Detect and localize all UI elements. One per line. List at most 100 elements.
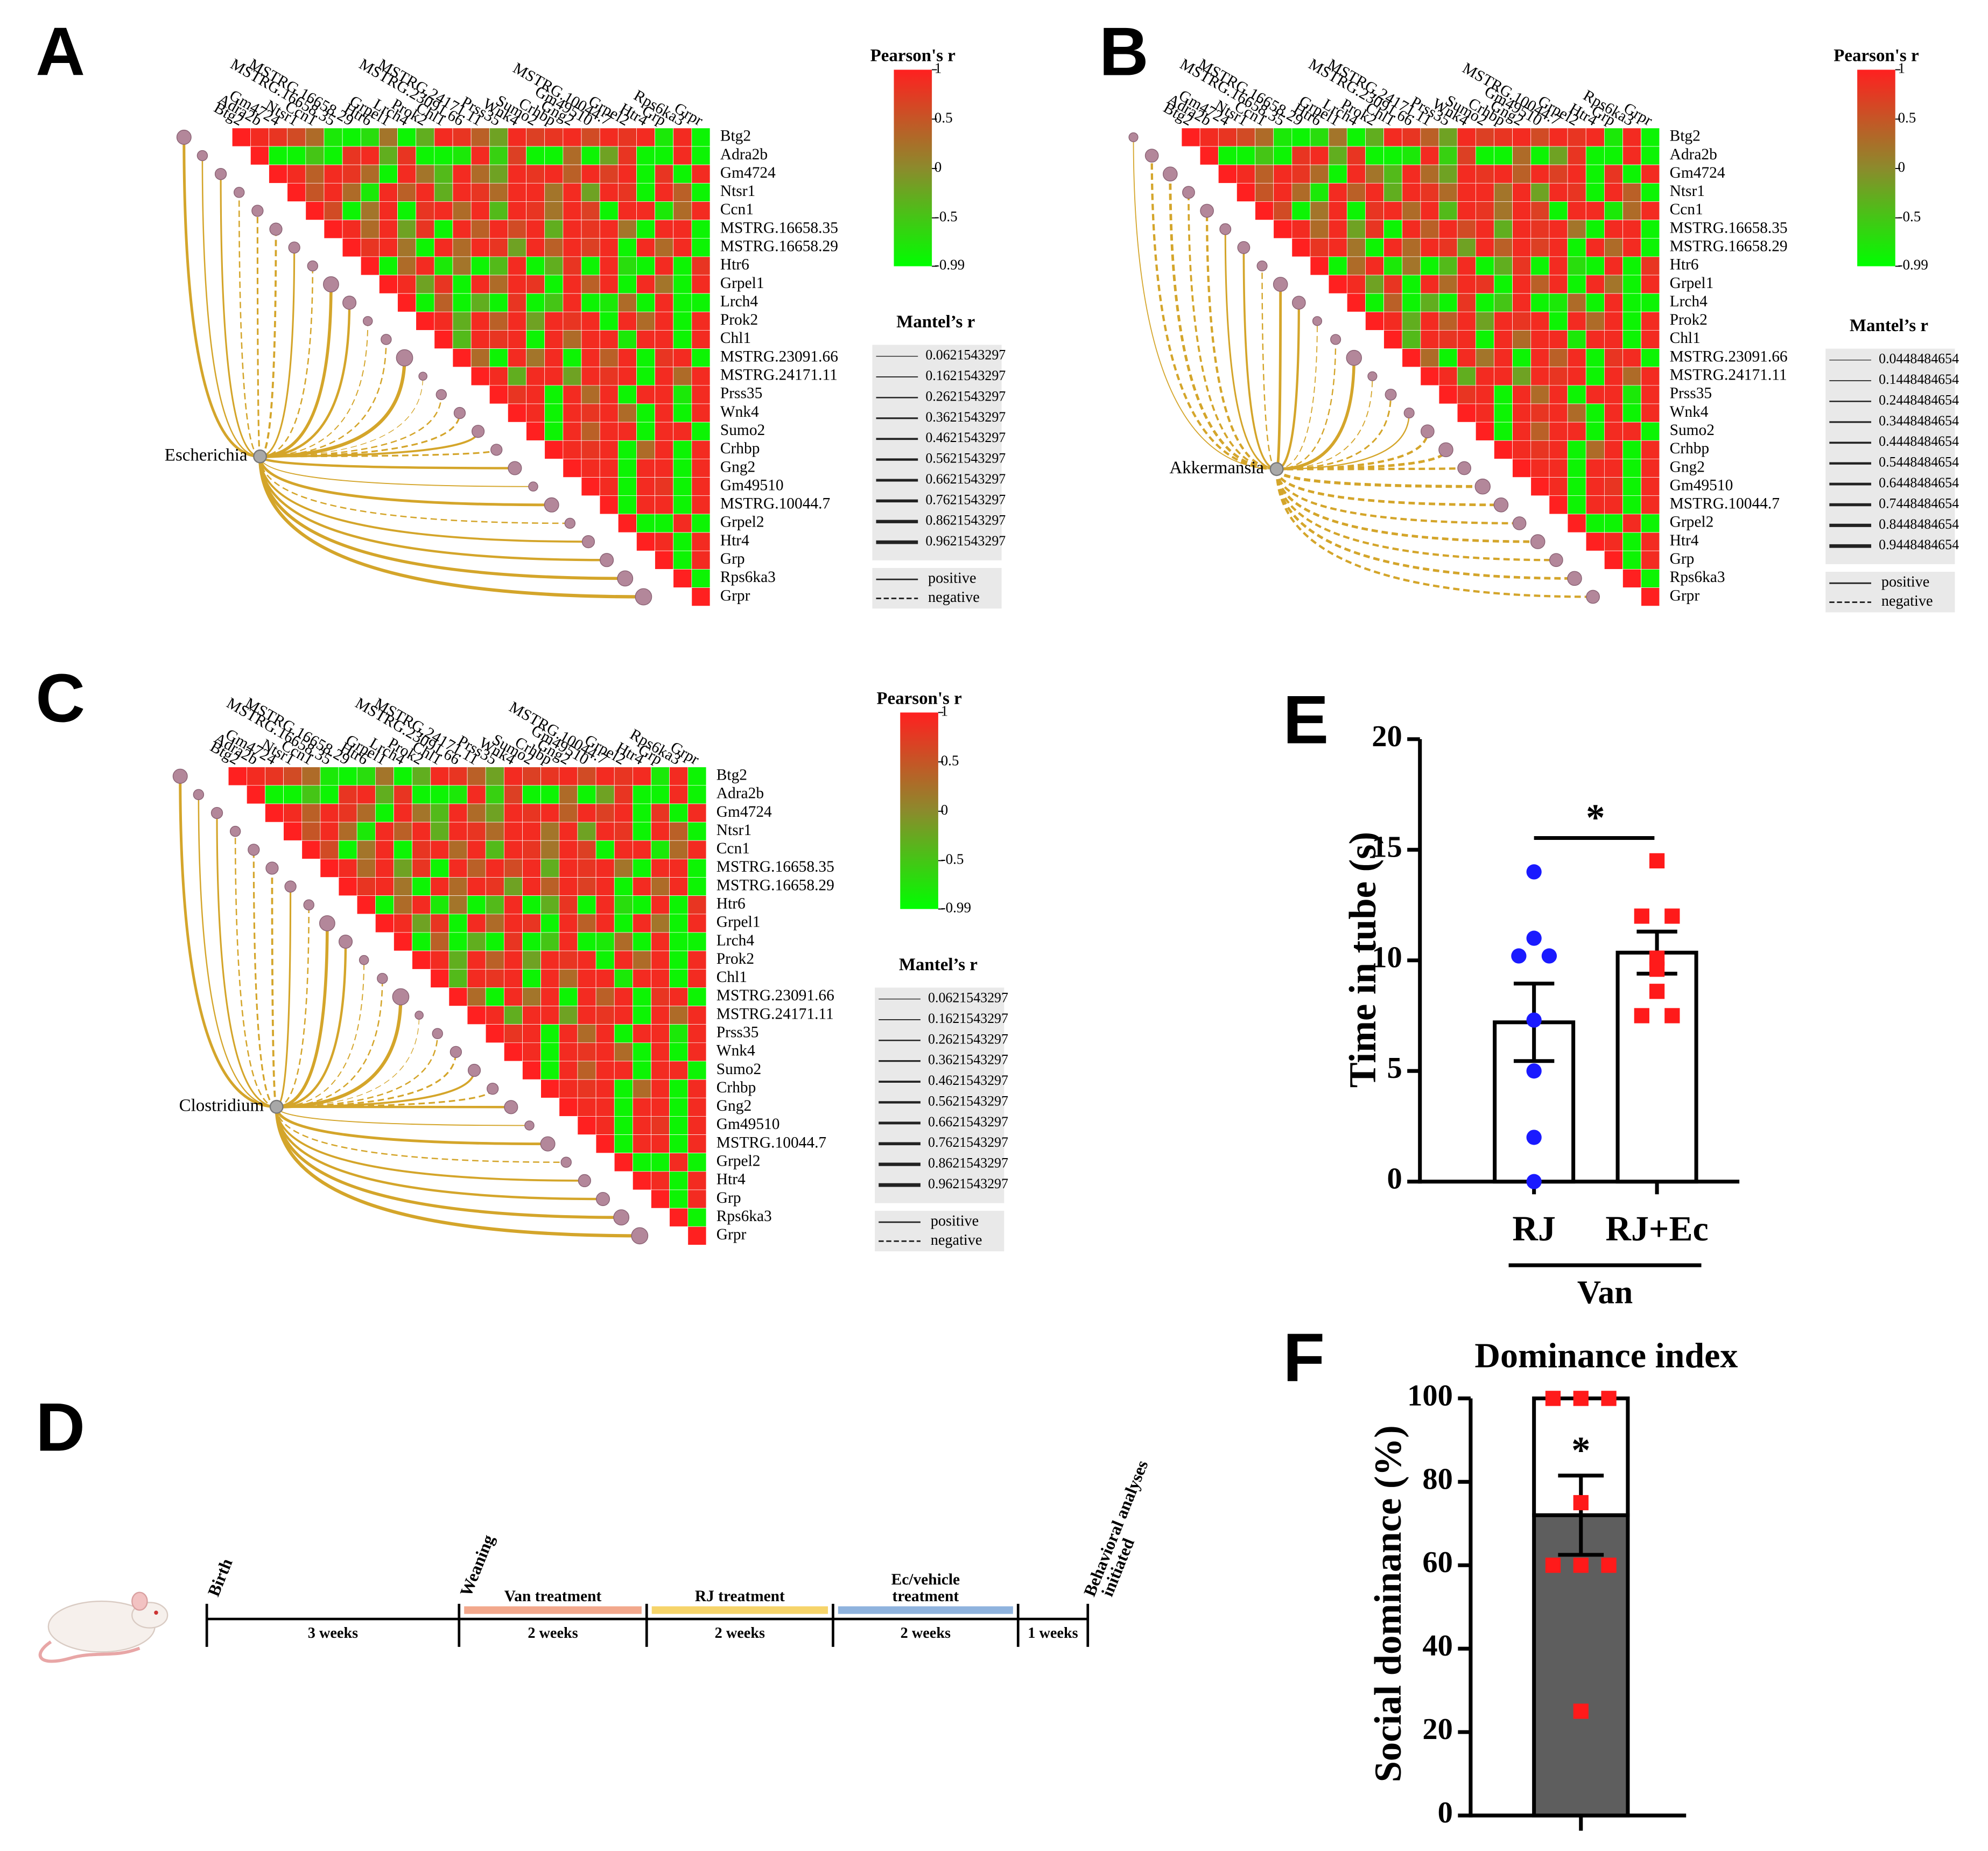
heatmap-cell xyxy=(577,859,596,878)
taxon-label: Escherichia xyxy=(165,445,248,465)
heatmap-cell xyxy=(544,183,564,202)
heatmap-cell xyxy=(581,275,600,294)
heatmap-cell xyxy=(412,895,431,915)
row-label: Prss35 xyxy=(1670,385,1712,402)
data-point xyxy=(1573,1558,1589,1573)
heatmap-cell xyxy=(1549,440,1568,459)
row-label: Ntsr1 xyxy=(720,183,755,200)
heatmap-cell xyxy=(1457,201,1476,220)
heatmap-cell xyxy=(617,146,637,165)
heatmap-cell xyxy=(1622,238,1641,257)
heatmap-cell xyxy=(1567,311,1586,331)
heatmap-cell xyxy=(581,293,600,312)
gene-node xyxy=(596,1192,610,1207)
heatmap-cell xyxy=(655,201,674,220)
heatmap-cell xyxy=(412,914,431,933)
heatmap-cell xyxy=(540,859,560,878)
heatmap-cell xyxy=(577,932,596,951)
heatmap-cell xyxy=(1641,183,1660,202)
heatmap-cell xyxy=(633,1097,651,1117)
heatmap-cell xyxy=(412,859,431,878)
heatmap-cell xyxy=(470,201,490,220)
gene-node xyxy=(1256,260,1268,271)
heatmap-cell xyxy=(1641,495,1660,515)
mantel-line xyxy=(1275,469,1556,562)
heatmap-cell xyxy=(559,987,578,1006)
mantel-line xyxy=(258,456,644,599)
heatmap-cell xyxy=(467,914,486,933)
heatmap-cell xyxy=(669,1061,689,1080)
heatmap-cell xyxy=(651,895,670,915)
heatmap-cell xyxy=(522,859,542,878)
heatmap-cell xyxy=(614,950,633,970)
heatmap-cell xyxy=(1494,348,1513,368)
data-point xyxy=(1545,1391,1561,1406)
row-label: MSTRG.23091.66 xyxy=(720,348,838,365)
heatmap-cell xyxy=(651,767,670,786)
heatmap-cell xyxy=(1328,164,1347,184)
panel-label: E xyxy=(1283,682,1329,758)
gene-node xyxy=(1163,166,1178,181)
heatmap-cell xyxy=(1585,422,1605,441)
heatmap-cell xyxy=(544,440,564,459)
gene-node xyxy=(1586,590,1600,604)
heatmap-cell xyxy=(651,785,670,804)
heatmap-cell xyxy=(375,914,394,933)
heatmap-cell xyxy=(250,146,269,165)
heatmap-cell xyxy=(1567,256,1586,276)
heatmap-cell xyxy=(617,220,637,239)
heatmap-cell xyxy=(1273,183,1292,202)
heatmap-cell xyxy=(1530,440,1550,459)
heatmap-cell xyxy=(540,987,560,1006)
heatmap-cell xyxy=(485,969,504,988)
heatmap-cell xyxy=(412,785,431,804)
heatmap-cell xyxy=(691,440,711,459)
heatmap-cell xyxy=(1181,128,1200,147)
heatmap-cell xyxy=(1604,422,1623,441)
heatmap-cell xyxy=(1530,293,1550,312)
heatmap-cell xyxy=(1530,459,1550,478)
heatmap-cell xyxy=(691,587,711,606)
heatmap-cell xyxy=(673,569,692,588)
heatmap-cell xyxy=(636,514,655,533)
heatmap-cell xyxy=(1420,183,1439,202)
heatmap-cell xyxy=(687,785,707,804)
heatmap-cell xyxy=(452,164,472,184)
heatmap-cell xyxy=(669,950,689,970)
heatmap-cell xyxy=(651,1006,670,1025)
heatmap-cell xyxy=(1328,201,1347,220)
heatmap-cell xyxy=(614,1024,633,1043)
heatmap-cell xyxy=(467,785,486,804)
gene-node xyxy=(172,768,188,784)
heatmap-cell xyxy=(617,293,637,312)
colorbar xyxy=(900,712,938,909)
heatmap-cell xyxy=(614,859,633,878)
heatmap-cell xyxy=(470,220,490,239)
row-label: MSTRG.24171.11 xyxy=(716,1005,834,1022)
mantel-line xyxy=(1133,137,1277,470)
heatmap-cell xyxy=(508,220,526,239)
mantel-line xyxy=(1188,192,1277,471)
mantel-line xyxy=(1261,265,1277,470)
heatmap-cell xyxy=(617,183,637,202)
mantel-line xyxy=(276,978,383,1108)
heatmap-cell xyxy=(544,220,564,239)
heatmap-cell xyxy=(691,348,711,368)
row-label: Sumo2 xyxy=(1670,422,1715,439)
row-label: Ccn1 xyxy=(720,201,754,218)
heatmap-cell xyxy=(522,932,542,951)
heatmap-cell xyxy=(360,220,380,239)
heatmap-cell xyxy=(617,348,637,368)
heatmap-cell xyxy=(1641,587,1660,606)
gene-node xyxy=(1549,553,1563,567)
panel-label: B xyxy=(1099,13,1149,90)
gene-node xyxy=(303,899,314,910)
gene-node xyxy=(508,461,522,475)
heatmap-cell xyxy=(1475,128,1494,147)
row-label: Gm49510 xyxy=(716,1116,780,1133)
heatmap-cell xyxy=(416,293,435,312)
heatmap-cell xyxy=(636,164,655,184)
heatmap-cell xyxy=(673,311,692,331)
heatmap-cell xyxy=(1310,220,1329,239)
heatmap-cell xyxy=(470,238,490,257)
